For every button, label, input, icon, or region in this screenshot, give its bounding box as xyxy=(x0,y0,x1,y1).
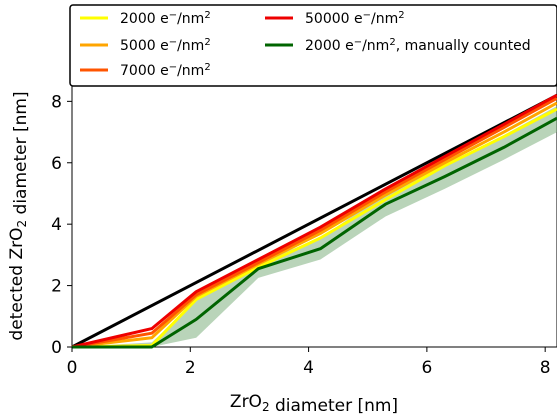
series-line-3 xyxy=(71,96,557,349)
y-axis-label: detected ZrO2 diameter [nm] xyxy=(7,91,31,340)
legend-entries: 2000 e−/nm2 5000 e−/nm2 7000 e−/nm2 50000 e… xyxy=(80,10,531,80)
y-tick-label: 8 xyxy=(51,92,62,112)
x-tick-label: 4 xyxy=(303,358,314,378)
x-axis: 0 2 4 6 8 xyxy=(67,347,551,378)
legend-label: 50000 e−/nm2 xyxy=(305,10,405,28)
reference-line-layer xyxy=(71,93,557,349)
y-tick-label: 2 xyxy=(51,277,62,297)
series-line-5 xyxy=(72,116,557,349)
x-tick-label: 8 xyxy=(540,358,551,378)
series-layer xyxy=(71,93,557,349)
y-tick-label: 0 xyxy=(51,338,62,358)
y-tick-label: 6 xyxy=(51,154,62,174)
legend-label: 5000 e−/nm2 xyxy=(120,37,211,55)
x-tick-label: 2 xyxy=(185,358,196,378)
legend-label: 2000 e−/nm2 xyxy=(120,10,211,28)
x-tick-label: 0 xyxy=(67,358,78,378)
legend-frame xyxy=(69,4,557,87)
series-line-4 xyxy=(71,93,557,349)
reference-diagonal-line xyxy=(71,93,557,349)
y-axis: 0 2 4 6 8 xyxy=(51,92,72,358)
legend: 2000 e−/nm2 5000 e−/nm2 7000 e−/nm2 50000 e… xyxy=(69,4,557,87)
x-tick-label: 6 xyxy=(421,358,432,378)
y-tick-label: 4 xyxy=(51,215,62,235)
x-axis-label: ZrO2 diameter [nm] xyxy=(230,392,398,415)
plot-area xyxy=(71,85,557,349)
legend-label: 2000 e−/nm2, manually counted xyxy=(305,37,531,55)
legend-label: 7000 e−/nm2 xyxy=(120,62,211,80)
series-line-2 xyxy=(71,101,557,349)
series-line-1 xyxy=(71,107,557,349)
